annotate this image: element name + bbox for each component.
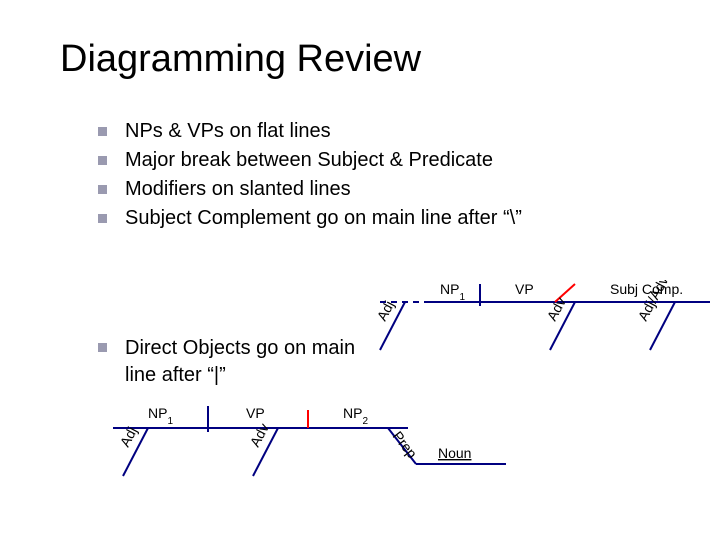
bullet-item: NPs & VPs on flat lines	[98, 120, 522, 143]
bullet-item: Major break between Subject & Predicate	[98, 149, 522, 172]
svg-text:NP1: NP1	[148, 405, 173, 427]
svg-text:NP2: NP2	[343, 405, 368, 427]
bullet-text: NPs & VPs on flat lines	[125, 120, 331, 143]
diagram-direct-object: NP1VPNP2AdjAdvPrepNoun	[108, 400, 588, 510]
bullet-item: Modifiers on slanted lines	[98, 178, 522, 201]
svg-text:Noun: Noun	[438, 445, 471, 461]
bullet-icon	[98, 214, 107, 223]
bullet-icon	[98, 127, 107, 136]
svg-text:Prep: Prep	[390, 428, 421, 461]
slide-title: Diagramming Review	[60, 38, 421, 81]
svg-text:NP1: NP1	[440, 281, 465, 303]
slide: { "title": "Diagramming Review", "title_…	[0, 0, 720, 540]
svg-text:VP: VP	[515, 281, 534, 297]
bullet-list: NPs & VPs on flat lines Major break betw…	[98, 120, 522, 236]
bullet-icon	[98, 156, 107, 165]
bullet-text: Major break between Subject & Predicate	[125, 149, 493, 172]
svg-text:VP: VP	[246, 405, 265, 421]
bullet-text: Subject Complement go on main line after…	[125, 207, 522, 230]
bullet-icon	[98, 185, 107, 194]
lower-bullet: Direct Objects go on main line after “|”	[98, 335, 385, 389]
bullet-item: Subject Complement go on main line after…	[98, 207, 522, 230]
diagram-subject-complement: NP1VPSubj Comp.AdjAdvAdj/Adv	[375, 280, 715, 370]
bullet-text: Modifiers on slanted lines	[125, 178, 351, 201]
lower-bullet-text: Direct Objects go on main line after “|”	[125, 335, 385, 389]
bullet-icon	[98, 343, 107, 352]
